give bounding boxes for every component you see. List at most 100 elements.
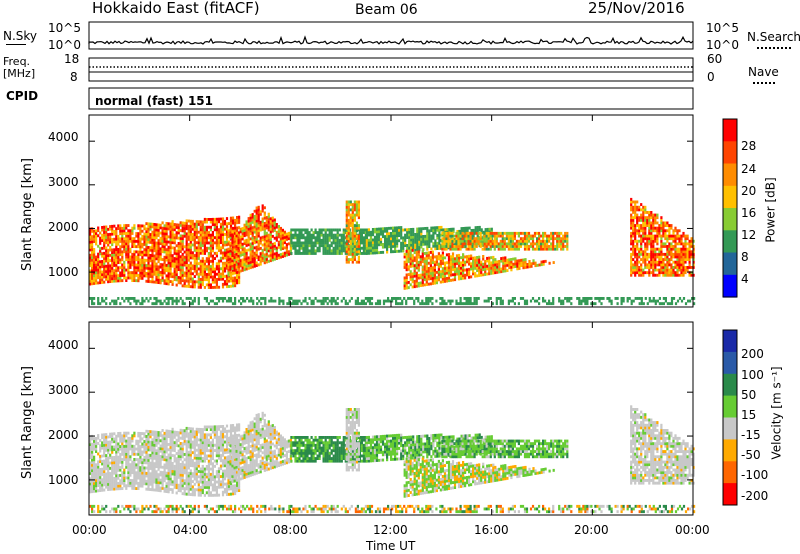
echo-cell [630, 216, 633, 220]
echo-cell [277, 243, 280, 247]
echo-cell [400, 231, 403, 235]
echo-cell [241, 248, 244, 251]
vel-cbar-tick-m50: -50 [741, 448, 761, 462]
echo-cell [656, 268, 659, 272]
echo-cell [334, 244, 337, 248]
echo-cell [233, 263, 236, 267]
echo-cell [155, 299, 158, 303]
echo-cell [236, 273, 239, 277]
echo-cell [133, 250, 136, 254]
echo-cell [429, 266, 432, 270]
echo-cell [149, 222, 152, 226]
echo-cell [121, 263, 124, 267]
echo-cell [159, 263, 162, 266]
echo-cell [672, 271, 675, 275]
echo-cell [544, 247, 547, 251]
echo-cell [349, 218, 352, 222]
echo-cell [143, 299, 146, 303]
echo-cell [503, 245, 506, 248]
echo-cell [189, 235, 192, 239]
echo-cell [396, 249, 399, 253]
echo-cell [141, 250, 144, 254]
echo-cell [219, 241, 223, 244]
echo-cell [412, 235, 415, 239]
echo-cell [648, 226, 651, 230]
echo-cell [398, 226, 401, 230]
echo-cell [145, 274, 148, 278]
echo-cell [231, 281, 235, 285]
echo-cell [203, 297, 206, 300]
echo-cell [499, 247, 502, 251]
echo-cell [157, 268, 160, 271]
echo-cell [241, 263, 244, 267]
echo-cell [449, 239, 452, 243]
echo-cell [462, 263, 465, 267]
echo-cell [433, 281, 436, 285]
echo-cell [151, 264, 154, 268]
echo-cell [471, 302, 474, 306]
echo-cell [656, 247, 659, 251]
echo-cell [502, 264, 505, 268]
echo-cell [438, 236, 441, 240]
echo-cell [347, 203, 350, 206]
echo-cell [485, 237, 488, 241]
echo-cell [560, 302, 563, 306]
echo-cell [177, 244, 180, 248]
echo-cell [99, 481, 102, 485]
echo-cell [445, 269, 449, 272]
echo-cell [115, 242, 118, 246]
echo-cell [628, 297, 631, 300]
echo-cell [411, 256, 414, 260]
echo-cell [238, 299, 241, 303]
echo-cell [378, 302, 382, 306]
echo-cell [107, 269, 110, 273]
echo-cell [355, 245, 358, 248]
echo-cell [231, 256, 234, 260]
echo-cell [476, 226, 479, 229]
echo-cell [275, 246, 278, 250]
echo-cell [165, 297, 168, 300]
echo-cell [203, 225, 206, 229]
echo-cell [648, 231, 651, 235]
echo-cell [205, 297, 208, 300]
echo-cell [334, 233, 337, 237]
echo-cell [93, 447, 96, 451]
echo-cell [516, 267, 519, 271]
echo-cell [252, 299, 255, 303]
echo-cell [169, 246, 172, 249]
echo-cell [451, 255, 455, 258]
echo-cell [453, 245, 456, 248]
echo-cell [376, 299, 380, 303]
echo-cell [492, 261, 495, 264]
echo-cell [89, 238, 92, 241]
echo-cell [443, 242, 446, 246]
echo-cell [351, 234, 354, 238]
echo-cell [682, 266, 685, 269]
echo-cell [310, 233, 313, 237]
echo-cell [91, 471, 94, 475]
echo-cell [582, 297, 585, 300]
echo-cell [660, 266, 663, 269]
echo-cell [662, 271, 665, 275]
echo-cell [345, 216, 348, 220]
vel-cbar-tick-100: 100 [741, 368, 764, 382]
echo-cell [431, 297, 434, 300]
echo-cell [378, 299, 382, 303]
echo-cell [207, 283, 210, 287]
echo-cell [542, 247, 545, 251]
echo-cell [91, 229, 94, 233]
echo-cell [298, 252, 301, 255]
echo-cell [662, 234, 665, 238]
echo-cell [461, 245, 464, 248]
echo-cell [151, 238, 154, 242]
echo-cell [169, 222, 172, 226]
echo-cell [145, 232, 148, 236]
echo-cell [644, 234, 647, 238]
echo-cell [562, 299, 565, 303]
echo-cell [195, 272, 198, 276]
echo-cell [189, 230, 192, 234]
echo-cell [255, 251, 258, 254]
echo-cell [406, 230, 409, 234]
echo-cell [267, 223, 270, 227]
echo-cell [345, 245, 348, 248]
